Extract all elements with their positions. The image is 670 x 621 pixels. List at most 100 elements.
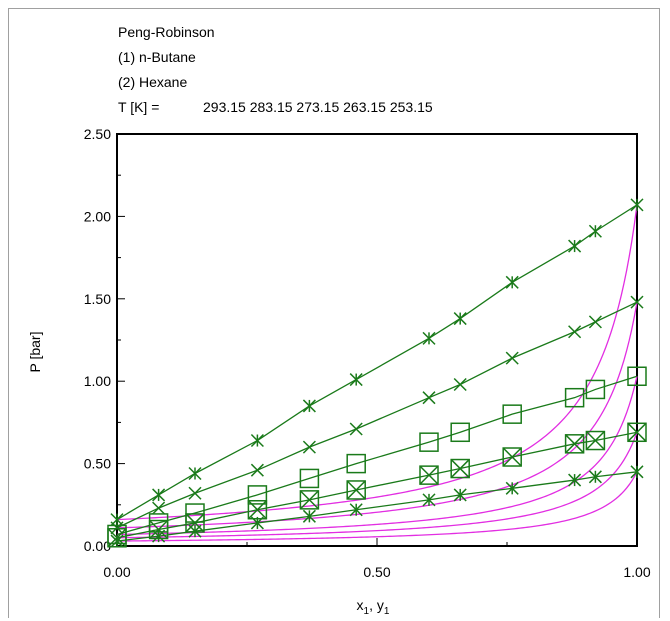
- marker-stroke: [505, 351, 519, 365]
- marker-stroke: [302, 440, 316, 454]
- marker-asterisk: [568, 239, 582, 253]
- marker-stroke: [185, 513, 205, 533]
- marker-stroke: [450, 459, 470, 479]
- marker-square: [564, 387, 585, 408]
- marker-square: [346, 453, 366, 474]
- marker-square-x: [419, 465, 439, 485]
- x-tick-label: 1.00: [623, 564, 650, 580]
- marker-asterisk: [505, 481, 519, 495]
- marker-asterisk: [302, 399, 316, 413]
- marker-asterisk: [188, 466, 202, 481]
- marker-asterisk: [568, 473, 582, 487]
- temperature-label: T [K] =: [118, 99, 159, 115]
- marker-square: [346, 480, 366, 500]
- x-tick-label: 0.50: [363, 564, 390, 580]
- marker-stroke: [502, 447, 522, 467]
- marker-square: [585, 379, 606, 400]
- marker-square: [585, 379, 606, 400]
- marker-asterisk: [630, 465, 644, 479]
- marker-square: [299, 490, 320, 510]
- bubble-series-293.15: [110, 198, 644, 527]
- marker-x: [630, 295, 644, 309]
- plot-area: 0.00 0.50 1.00 1.50 2.00 2.50 0.00 0.50 1.00: [84, 126, 651, 580]
- marker-asterisk: [349, 503, 363, 517]
- marker-x: [349, 422, 363, 436]
- marker-x: [568, 325, 582, 339]
- bubble-line: [116, 431, 638, 539]
- marker-asterisk: [422, 331, 436, 345]
- marker-stroke: [299, 490, 319, 510]
- marker-stroke: [422, 391, 436, 405]
- annotation-component-2: (2) Hexane: [118, 74, 187, 90]
- marker-stroke: [565, 434, 585, 454]
- marker-square: [627, 422, 647, 443]
- marker-square: [419, 432, 439, 452]
- marker-asterisk: [453, 312, 467, 326]
- bubble-line: [116, 301, 638, 529]
- marker-x: [422, 391, 436, 405]
- y-tick-label: 2.00: [84, 208, 111, 224]
- marker-square: [419, 432, 439, 452]
- x-axis-label-sub2: 1: [384, 606, 390, 617]
- marker-asterisk: [422, 493, 436, 507]
- x-axis-label-y: , y: [369, 597, 384, 613]
- marker-square-x: [564, 434, 585, 454]
- marker-asterisk: [505, 275, 519, 289]
- marker-x: [188, 486, 202, 500]
- dew-curve-263.15: [116, 432, 638, 539]
- marker-x: [302, 440, 316, 454]
- marker-asterisk: [630, 198, 644, 212]
- x-tick-label: 0.00: [103, 564, 130, 580]
- marker-square-x: [502, 447, 522, 467]
- y-tick-label: 2.50: [84, 126, 111, 142]
- marker-asterisk: [110, 534, 124, 548]
- marker-square: [419, 465, 439, 485]
- y-tick-label: 1.00: [84, 373, 111, 389]
- annotation-eos: Peng-Robinson: [118, 24, 215, 40]
- y-tick-label: 0.00: [84, 538, 111, 554]
- marker-square: [450, 422, 470, 443]
- marker-square: [247, 485, 268, 505]
- marker-square: [299, 468, 320, 489]
- marker-x: [152, 501, 166, 515]
- marker-stroke: [110, 521, 124, 535]
- marker-square: [502, 404, 522, 424]
- marker-x: [110, 521, 124, 535]
- marker-x: [505, 351, 519, 365]
- dew-curve-253.15: [116, 471, 638, 542]
- bubble-line: [116, 471, 638, 542]
- marker-square-x: [585, 430, 606, 451]
- annotation-component-1: (1) n-Butane: [118, 49, 196, 65]
- marker-square: [450, 458, 470, 479]
- marker-square: [564, 387, 585, 408]
- marker-stroke: [630, 295, 644, 309]
- marker-square: [450, 422, 470, 443]
- marker-asterisk: [250, 516, 264, 530]
- marker-stroke: [250, 463, 264, 477]
- marker-square: [247, 485, 268, 505]
- marker-stroke: [627, 422, 647, 442]
- y-axis-label: P [bar]: [27, 332, 43, 373]
- x-axis-label-sub1: 1: [364, 606, 370, 617]
- x-axis-label: x1, y1: [357, 597, 390, 617]
- marker-stroke: [349, 422, 363, 436]
- dew-curve-273.15: [116, 376, 638, 536]
- marker-stroke: [346, 480, 366, 500]
- marker-square: [502, 404, 522, 424]
- marker-square: [346, 453, 366, 474]
- marker-stroke: [585, 430, 605, 451]
- marker-square: [502, 447, 522, 467]
- marker-asterisk: [152, 529, 166, 543]
- temperature-values: 293.15 283.15 273.15 263.15 253.15: [203, 99, 433, 115]
- marker-stroke: [588, 315, 602, 329]
- y-tick-label: 0.50: [84, 456, 111, 472]
- marker-x: [250, 463, 264, 477]
- marker-x: [453, 377, 467, 392]
- marker-stroke: [568, 325, 582, 339]
- marker-square-x: [346, 480, 366, 500]
- marker-stroke: [188, 486, 202, 500]
- marker-stroke: [152, 501, 166, 515]
- marker-asterisk: [188, 524, 202, 538]
- marker-square-x: [627, 422, 647, 443]
